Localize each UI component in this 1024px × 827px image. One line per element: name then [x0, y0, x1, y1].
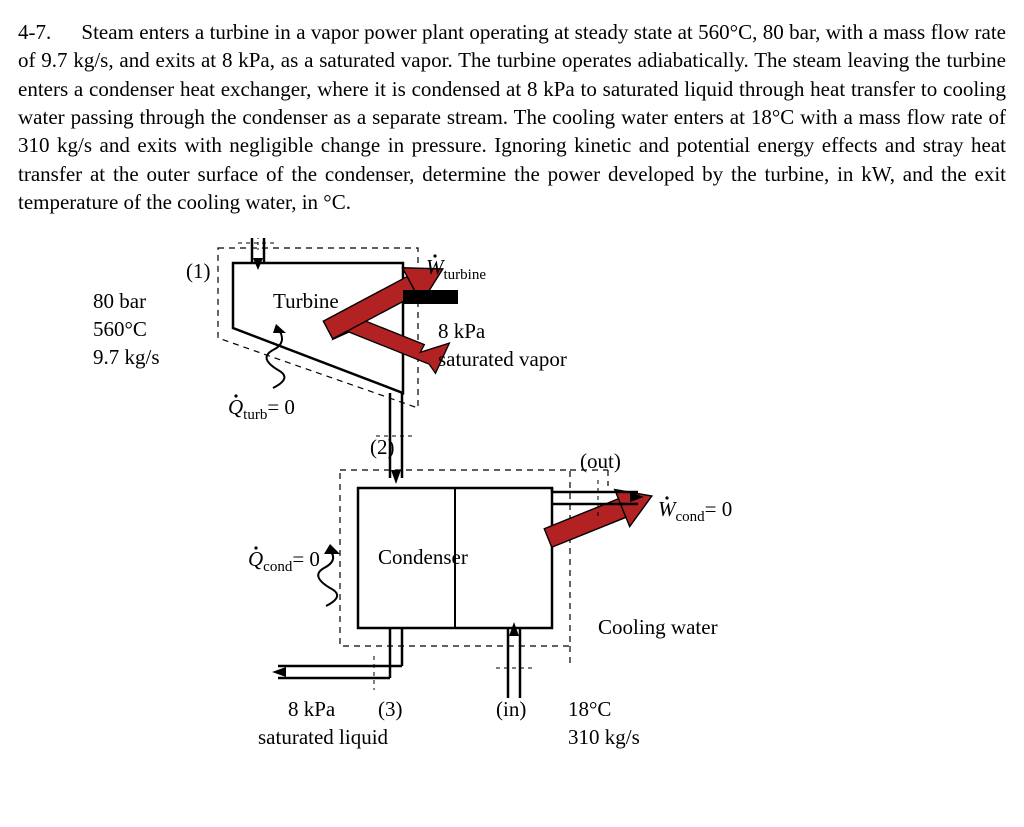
- state1-temperature: 560°C: [93, 317, 147, 341]
- turbine-shaft: [403, 290, 458, 304]
- cooling-mdot: 310 kg/s: [568, 725, 640, 749]
- turbine-label: Turbine: [273, 289, 339, 313]
- problem-number: 4-7.: [18, 18, 76, 46]
- state3-phase: saturated liquid: [258, 725, 389, 749]
- problem-text: Steam enters a turbine in a vapor power …: [18, 20, 1006, 214]
- state2-arrowhead: [391, 470, 401, 484]
- cooling-temperature: 18°C: [568, 697, 611, 721]
- state3-arrowhead: [272, 667, 286, 677]
- cool-out-marker: (out): [580, 449, 621, 473]
- q-cond-dot: [254, 547, 257, 550]
- state1-mdot: 9.7 kg/s: [93, 345, 160, 369]
- w-turbine-dot: [433, 255, 436, 258]
- q-turb-arrowhead: [273, 324, 286, 333]
- q-cond-arrowhead: [324, 544, 340, 554]
- diagram: Turbine (1) 80 bar 560°C 9.7 kg/s Qturb=…: [78, 238, 1006, 765]
- state3-marker: (3): [378, 697, 403, 721]
- state3-pressure: 8 kPa: [288, 697, 336, 721]
- w-cond-arrow: [541, 478, 660, 557]
- cool-in-marker: (in): [496, 697, 526, 721]
- q-turb-label: Qturb= 0: [228, 395, 295, 423]
- q-turb-dot: [234, 395, 237, 398]
- state1-pressure: 80 bar: [93, 289, 146, 313]
- cooling-water-label: Cooling water: [598, 615, 718, 639]
- state2-marker: (2): [370, 435, 395, 459]
- w-cond-dot: [665, 497, 668, 500]
- w-turbine-label: Wturbine: [426, 255, 486, 283]
- turbine-cv-dashed: [218, 248, 418, 408]
- state1-marker: (1): [186, 259, 211, 283]
- condenser-label: Condenser: [378, 545, 468, 569]
- q-cond-label: Qcond= 0: [248, 547, 320, 575]
- state2-pressure: 8 kPa: [438, 319, 486, 343]
- state2-phase: saturated vapor: [438, 347, 567, 371]
- problem-statement: 4-7. Steam enters a turbine in a vapor p…: [18, 18, 1006, 216]
- q-cond-squiggle: [318, 548, 337, 606]
- w-cond-label: Wcond= 0: [658, 497, 732, 525]
